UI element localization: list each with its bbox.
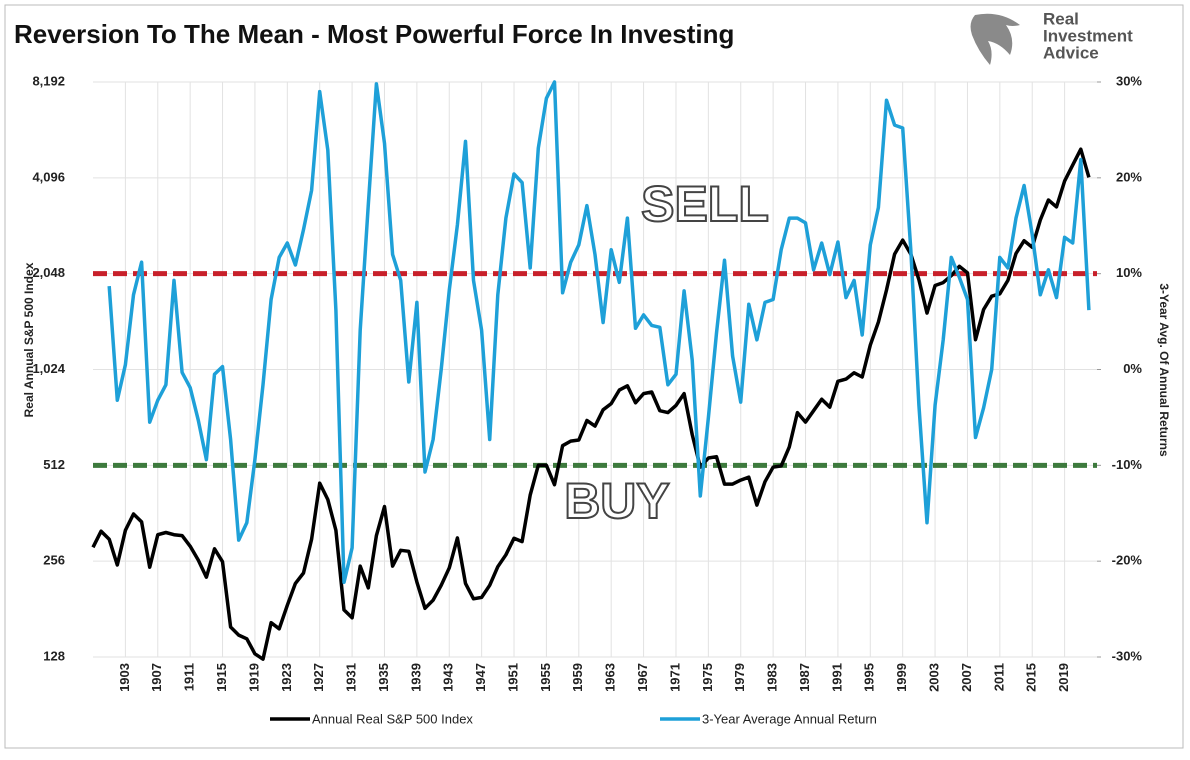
x-tick-label: 1959: [570, 663, 585, 692]
y-tick-label: 1,024: [32, 361, 65, 376]
x-tick-label: 1995: [862, 663, 877, 692]
annotation: SELL: [641, 176, 769, 232]
x-tick-label: 1971: [667, 663, 682, 692]
logo-text: Advice: [1043, 43, 1099, 62]
x-tick-label: 1955: [538, 663, 553, 692]
y2-tick-label: 20%: [1116, 169, 1142, 184]
x-tick-label: 1951: [505, 663, 520, 692]
y2-tick-label: -10%: [1112, 457, 1143, 472]
x-tick-label: 1999: [894, 663, 909, 692]
x-tick-label: 1931: [344, 663, 359, 692]
legend-label: Annual Real S&P 500 Index: [312, 711, 473, 726]
x-tick-label: 1915: [214, 663, 229, 692]
y2-tick-label: 10%: [1116, 265, 1142, 280]
annotation: BUY: [564, 473, 670, 529]
x-tick-label: 1963: [603, 663, 618, 692]
logo-text: Investment: [1043, 26, 1133, 45]
legend-label: 3-Year Average Annual Return: [702, 711, 877, 726]
x-tick-label: 1987: [797, 663, 812, 692]
chart-title: Reversion To The Mean - Most Powerful Fo…: [14, 19, 734, 49]
y2-tick-label: -20%: [1112, 553, 1143, 568]
y-tick-label: 4,096: [32, 169, 65, 184]
y-tick-label: 512: [43, 457, 65, 472]
x-tick-label: 1991: [829, 663, 844, 692]
logo-icon: [970, 13, 1020, 65]
y-tick-label: 128: [43, 648, 65, 663]
x-tick-label: 1919: [246, 663, 261, 692]
x-tick-label: 1927: [311, 663, 326, 692]
x-tick-label: 1907: [149, 663, 164, 692]
series-line: [107, 80, 1091, 585]
x-tick-label: 1943: [441, 663, 456, 692]
x-tick-label: 1903: [117, 663, 132, 692]
x-tick-label: 1947: [473, 663, 488, 692]
x-tick-label: 2011: [991, 663, 1006, 691]
frame: [4, 4, 1184, 749]
x-tick-label: 2003: [927, 663, 942, 692]
y2-axis-label: 3-Year Avg. Of Annual Returns: [1157, 283, 1171, 457]
y2-tick-label: 0%: [1123, 361, 1142, 376]
x-tick-label: 1911: [182, 663, 197, 691]
x-tick-label: 2019: [1056, 663, 1071, 692]
x-tick-label: 1979: [732, 663, 747, 692]
y-tick-label: 256: [43, 553, 65, 568]
x-tick-label: 2015: [1024, 663, 1039, 692]
x-tick-label: 1935: [376, 663, 391, 692]
y2-tick-label: 30%: [1116, 73, 1142, 88]
logo-text: Real: [1043, 9, 1079, 28]
y-tick-label: 8,192: [32, 73, 65, 88]
x-tick-label: 1983: [765, 663, 780, 692]
series-line: [91, 147, 1091, 661]
y2-tick-label: -30%: [1112, 648, 1143, 663]
x-tick-label: 1939: [408, 663, 423, 692]
x-tick-label: 1975: [700, 663, 715, 692]
y-tick-label: 2,048: [32, 265, 65, 280]
y-axis-label: Real Annual S&P 500 Index: [22, 262, 36, 417]
x-tick-label: 1967: [635, 663, 650, 692]
x-tick-label: 1923: [279, 663, 294, 692]
x-tick-label: 2007: [959, 663, 974, 692]
